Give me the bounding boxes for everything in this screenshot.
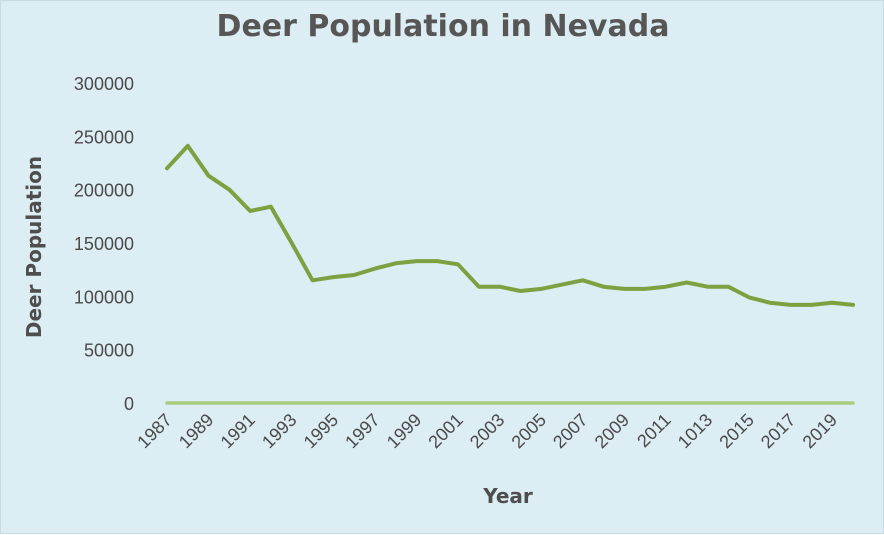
x-tick-label: 1991 [217, 410, 259, 452]
y-tick-label: 200000 [74, 181, 134, 201]
x-tick-label: 1013 [674, 410, 716, 452]
x-tick-label: 2019 [799, 410, 841, 452]
y-tick-label: 100000 [74, 287, 134, 307]
x-tick-label: 2017 [757, 410, 799, 452]
x-tick-label: 1999 [383, 410, 425, 452]
x-tick-label: 2003 [466, 410, 508, 452]
x-tick-label: 1997 [341, 410, 383, 452]
y-tick-label: 150000 [74, 234, 134, 254]
x-tick-label: 1995 [300, 410, 342, 452]
x-tick-label: 2005 [508, 410, 550, 452]
x-tick-label: 1993 [258, 410, 300, 452]
x-tick-label: 2011 [633, 410, 675, 452]
series-line-1 [165, 143, 855, 307]
x-tick-label: 2009 [591, 410, 633, 452]
y-tick-label: 0 [124, 394, 134, 414]
y-tick-label: 50000 [84, 341, 134, 361]
chart-title: Deer Population in Nevada [216, 9, 670, 44]
x-tick-label: 2015 [715, 410, 757, 452]
x-tick-label: 2001 [424, 410, 466, 452]
y-tick-label: 250000 [74, 127, 134, 147]
x-tick-label: 1987 [133, 410, 175, 452]
y-tick-label: 300000 [74, 74, 134, 94]
x-axis-label: Year [483, 484, 533, 508]
x-tick-label: 2007 [549, 410, 591, 452]
x-tick-label: 1989 [175, 410, 217, 452]
